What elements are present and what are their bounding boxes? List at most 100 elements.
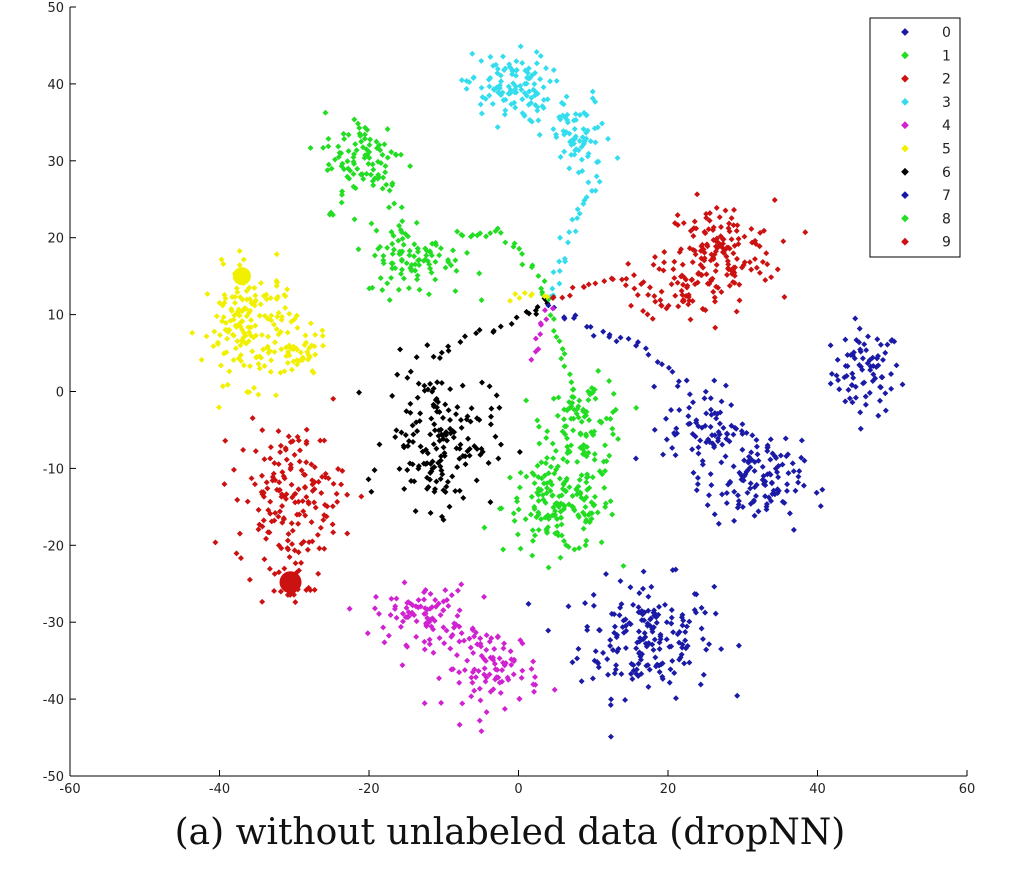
data-point (403, 604, 410, 611)
data-point (683, 377, 690, 384)
data-point (561, 148, 568, 155)
legend-marker (901, 214, 909, 223)
data-point (512, 291, 519, 297)
data-point (586, 519, 593, 526)
data-point (884, 341, 891, 348)
data-point (730, 431, 737, 438)
data-point (582, 409, 589, 416)
data-point (240, 362, 247, 369)
data-point (800, 482, 807, 489)
data-point (533, 311, 540, 318)
legend-marker (901, 144, 909, 153)
data-point (463, 77, 470, 84)
data-point (271, 348, 278, 355)
data-point (606, 333, 613, 340)
data-point (483, 709, 490, 716)
data-point (645, 291, 652, 298)
data-point (438, 379, 445, 386)
data-point (527, 511, 534, 518)
data-point (464, 249, 470, 256)
data-point (572, 111, 579, 118)
data-point (582, 542, 589, 549)
y-tick-label: -40 (43, 693, 64, 708)
data-point (613, 338, 620, 345)
data-point (478, 728, 485, 735)
data-point (291, 451, 298, 458)
data-point (494, 633, 501, 640)
data-point (264, 343, 271, 350)
data-point (647, 615, 654, 622)
data-point (828, 370, 835, 377)
data-point (256, 365, 263, 372)
data-point (311, 586, 318, 593)
data-point (708, 482, 715, 489)
data-point (386, 297, 393, 304)
data-point (674, 279, 681, 286)
data-point (213, 313, 220, 320)
data-point (591, 386, 598, 393)
data-point (376, 610, 382, 617)
data-point (707, 471, 714, 478)
data-point (438, 453, 445, 460)
data-point (515, 506, 522, 513)
data-point (513, 314, 520, 321)
data-point (285, 531, 292, 537)
data-point (731, 488, 738, 495)
data-point (487, 230, 494, 237)
data-point (707, 406, 714, 413)
data-point (397, 151, 404, 158)
data-point (697, 437, 704, 444)
data-point (309, 368, 316, 375)
data-point (277, 442, 284, 449)
data-point (827, 380, 834, 387)
data-point (244, 498, 251, 505)
data-point (734, 504, 741, 511)
data-point (379, 287, 386, 294)
data-point (273, 282, 280, 289)
data-point (790, 526, 797, 533)
y-tick-label: 0 (56, 386, 64, 401)
data-point (291, 491, 298, 498)
legend-entry-7: 7 (901, 188, 951, 204)
data-point (706, 492, 712, 499)
data-point (645, 607, 652, 614)
data-point (321, 501, 328, 508)
data-point (703, 271, 710, 278)
data-point (568, 151, 575, 158)
data-point (617, 334, 624, 341)
data-point (278, 491, 285, 498)
data-point (651, 293, 658, 300)
data-point (627, 584, 634, 591)
data-point (399, 266, 405, 273)
data-point (691, 218, 698, 225)
data-point (487, 421, 494, 428)
data-point (435, 399, 442, 405)
data-point (396, 248, 403, 255)
data-point (377, 275, 384, 282)
data-point (711, 432, 718, 439)
data-point (576, 545, 583, 552)
data-point (416, 262, 423, 269)
data-point (255, 526, 262, 533)
data-point (535, 117, 542, 124)
data-point (356, 124, 363, 131)
data-point (424, 342, 431, 349)
data-point (722, 382, 729, 389)
data-point (581, 511, 588, 518)
data-point (683, 293, 690, 299)
data-point (672, 292, 679, 299)
data-point (277, 449, 284, 456)
data-point (584, 627, 591, 634)
data-point (782, 435, 789, 442)
data-point (295, 437, 302, 444)
data-point (534, 417, 541, 424)
data-point (394, 371, 401, 378)
data-point (682, 637, 689, 644)
data-point (525, 600, 532, 607)
data-point (549, 285, 556, 292)
x-tick-label: -40 (209, 782, 230, 797)
data-point (620, 562, 627, 569)
data-point (380, 252, 387, 259)
data-point (668, 614, 675, 621)
